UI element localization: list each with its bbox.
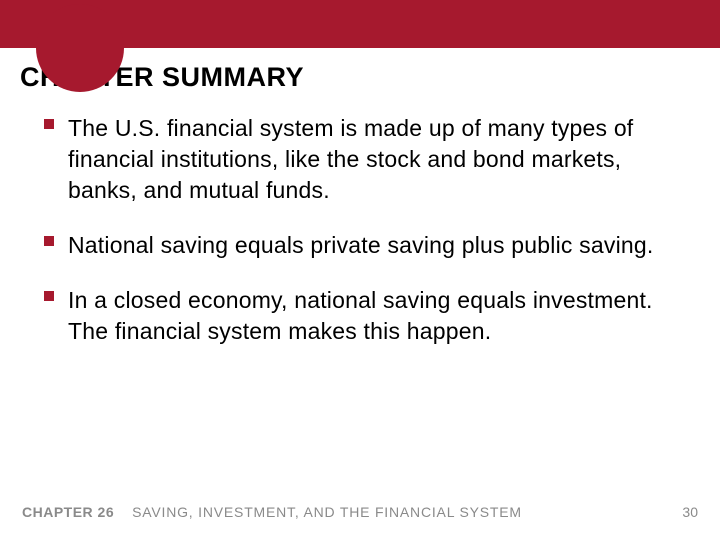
chapter-subtitle: SAVING, INVESTMENT, AND THE FINANCIAL SY… (132, 504, 522, 520)
bullet-item: The U.S. financial system is made up of … (44, 113, 690, 206)
chapter-label: CHAPTER 26 (22, 504, 114, 520)
page-number: 30 (682, 504, 698, 520)
slide-content: CHAPTER SUMMARY The U.S. financial syste… (0, 48, 720, 347)
slide-footer: CHAPTER 26 SAVING, INVESTMENT, AND THE F… (22, 504, 698, 520)
header-accent-circle (36, 4, 124, 92)
slide-title: CHAPTER SUMMARY (20, 62, 690, 93)
bullet-item: In a closed economy, national saving equ… (44, 285, 690, 347)
bullet-item: National saving equals private saving pl… (44, 230, 690, 261)
bullet-list: The U.S. financial system is made up of … (20, 113, 690, 347)
